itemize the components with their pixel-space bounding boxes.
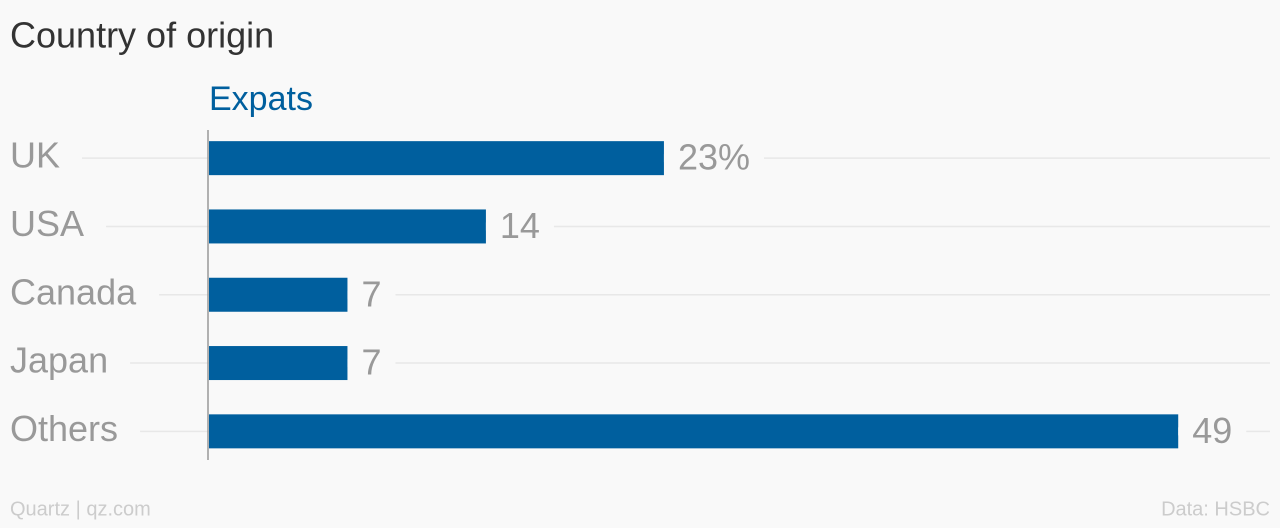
label-background — [347, 359, 396, 368]
bar — [209, 414, 1179, 449]
series-label: Expats — [209, 80, 313, 118]
value-label: 14 — [500, 205, 540, 246]
label-background — [485, 222, 554, 231]
label-background — [1178, 427, 1247, 436]
y-tick-label: Japan — [10, 340, 108, 381]
y-tick-label: UK — [10, 135, 60, 176]
value-label: 7 — [361, 273, 381, 314]
y-tick-label: Canada — [10, 271, 137, 312]
bar — [209, 277, 348, 312]
y-tick-label: Others — [10, 408, 118, 449]
label-background — [347, 290, 396, 299]
source: Data: HSBC — [1161, 498, 1270, 520]
chart-title: Country of origin — [10, 15, 274, 56]
bar — [209, 209, 486, 244]
bar — [209, 346, 348, 381]
y-tick-label: USA — [10, 203, 84, 244]
bar — [209, 141, 664, 176]
value-label: 7 — [361, 342, 381, 383]
value-label: 23% — [678, 137, 750, 178]
label-background — [663, 154, 765, 163]
marks: Expats UK 23% USA 14 Canada 7 Japan 7 Others 49 — [10, 80, 1247, 460]
credit: Quartz | qz.com — [10, 498, 151, 520]
value-label: 49 — [1192, 410, 1232, 451]
